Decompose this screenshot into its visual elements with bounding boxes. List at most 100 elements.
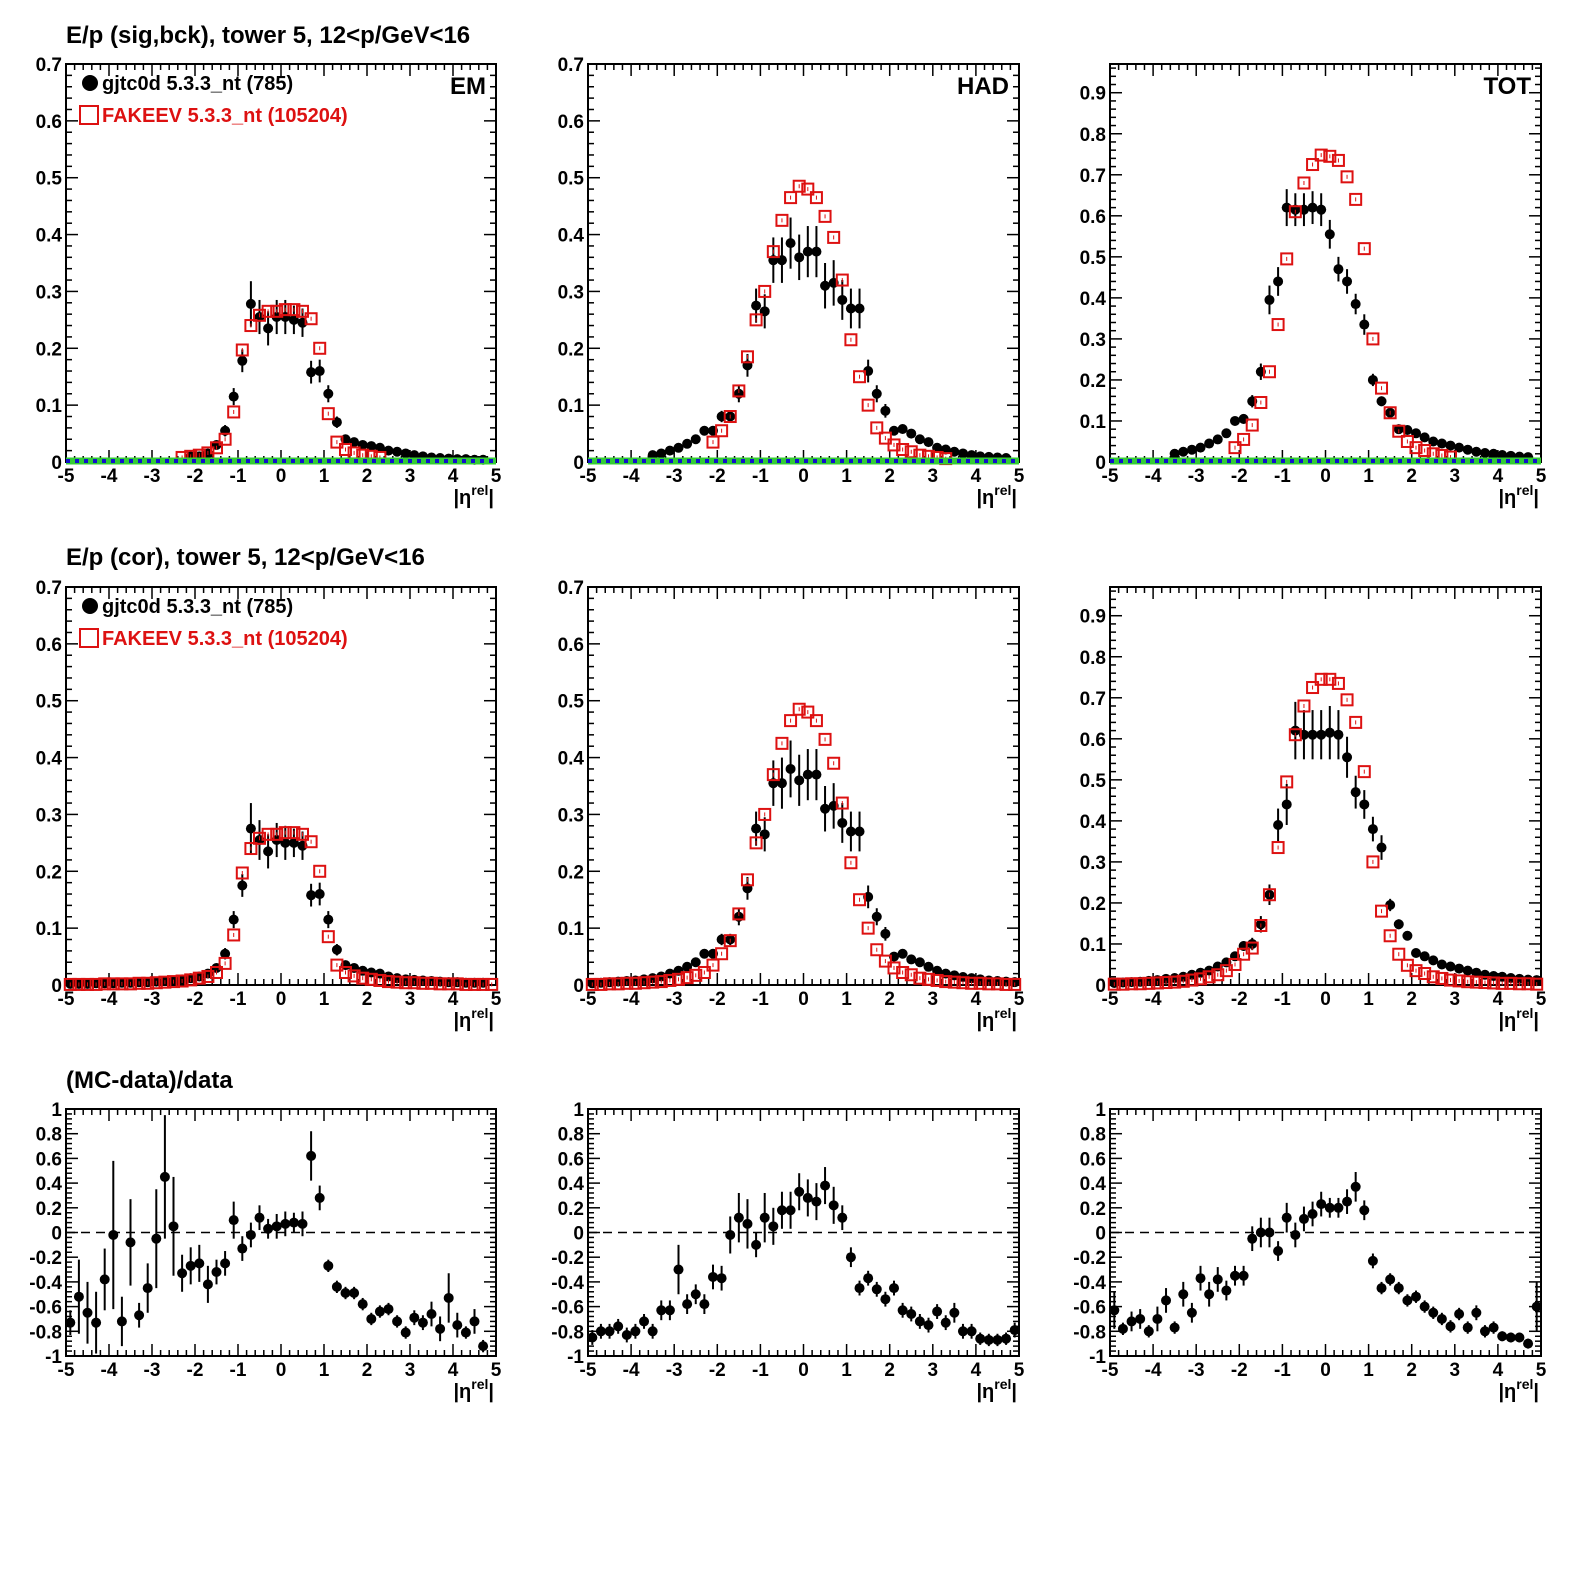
data-point: [1376, 1283, 1387, 1294]
data-point: [426, 1309, 437, 1320]
data-point: [1229, 1270, 1240, 1281]
y-tick-label: -0.2: [29, 1248, 62, 1269]
mc-square-marker: [433, 977, 447, 991]
x-tick-label: 5: [1536, 1360, 1547, 1381]
data-point: [1135, 1313, 1146, 1324]
data-point: [699, 1299, 710, 1310]
data-point: [690, 434, 701, 445]
data-point: [1359, 799, 1370, 810]
x-axis-label: |ηrel|: [1498, 1005, 1539, 1032]
y-tick-label: 0.4: [558, 226, 585, 247]
mc-square-marker: [870, 421, 884, 435]
data-point: [306, 890, 317, 901]
data-point: [639, 1316, 650, 1327]
x-tick-label: -3: [1188, 466, 1205, 487]
data-point: [802, 1192, 813, 1203]
y-tick-label: 0.1: [36, 919, 63, 940]
mc-square-marker: [853, 893, 867, 907]
y-tick-label: 0.6: [1080, 730, 1106, 751]
panel-r2-c2: -5 -4 -3 -2 -1 0 1 2 3 4 5 -1 -0.8 -0.6 -0.4 -0.2 0 0.2 0.…: [1073, 1100, 1546, 1403]
x-tick-label: -2: [709, 989, 726, 1010]
mc-square-marker: [947, 975, 961, 989]
mc-square-marker: [124, 977, 137, 991]
data-point: [1411, 1291, 1422, 1302]
data-point: [940, 1317, 951, 1328]
data-point: [906, 954, 917, 965]
x-tick-label: -3: [666, 989, 683, 1010]
mc-square-marker: [89, 977, 103, 991]
mc-square-marker: [1228, 441, 1242, 455]
data-point: [1531, 1301, 1542, 1312]
mc-square-marker: [603, 977, 617, 991]
y-tick-label: 0.2: [36, 862, 62, 883]
mc-square-marker: [982, 977, 996, 991]
data-point: [673, 1264, 684, 1275]
data-point: [331, 944, 342, 955]
data-point: [202, 1279, 213, 1290]
data-point: [306, 367, 317, 378]
x-tick-label: 2: [362, 1360, 373, 1381]
data-point: [1402, 1295, 1413, 1306]
data-point: [1212, 1274, 1223, 1285]
data-point: [664, 445, 675, 456]
x-tick-label: -3: [666, 466, 683, 487]
data-point: [1307, 1208, 1318, 1219]
mc-square-marker: [149, 976, 163, 990]
mc-square-marker: [723, 410, 737, 424]
data-point: [845, 1252, 856, 1263]
data-point: [460, 1327, 471, 1338]
data-point: [1428, 436, 1439, 447]
y-tick-label: 0.7: [558, 578, 584, 599]
data-point: [1497, 1331, 1508, 1342]
x-axis-label: |ηrel|: [453, 1005, 494, 1032]
data-point: [690, 1289, 701, 1300]
x-tick-label: 5: [491, 1360, 502, 1381]
data-point: [992, 1334, 1003, 1345]
mc-square-marker: [689, 968, 703, 982]
data-point: [975, 1333, 986, 1344]
data-point: [957, 448, 968, 459]
y-tick-label: 0.6: [558, 1149, 584, 1170]
y-tick-label: 1: [51, 1100, 62, 1121]
x-tick-label: -4: [623, 989, 640, 1010]
y-tick-label: 0.7: [36, 578, 62, 599]
data-point: [897, 1305, 908, 1316]
y-tick-label: 0.9: [1080, 84, 1106, 105]
mc-square-marker: [244, 842, 258, 856]
data-point: [699, 425, 710, 436]
data-point: [1273, 1246, 1284, 1257]
data-point: [400, 448, 411, 459]
data-point: [1462, 1322, 1473, 1333]
data-point: [1186, 444, 1197, 455]
mc-square-marker: [1288, 205, 1302, 219]
data-point: [785, 238, 796, 249]
mc-square-marker: [1280, 775, 1294, 789]
data-point: [1324, 229, 1335, 240]
data-point: [647, 1326, 658, 1337]
plot-frame: [1109, 63, 1542, 463]
x-tick-label: -4: [101, 989, 118, 1010]
mc-square-marker: [1357, 242, 1371, 256]
data-point: [751, 1239, 762, 1250]
data-point: [811, 1196, 822, 1207]
mc-square-marker: [956, 976, 970, 990]
data-point: [1152, 1313, 1163, 1324]
y-tick-label: 0.4: [558, 749, 585, 770]
y-tick-label: 0.2: [558, 339, 584, 360]
x-tick-label: 3: [1450, 989, 1461, 1010]
x-tick-label: 3: [1450, 466, 1461, 487]
mc-square-marker: [1530, 977, 1544, 991]
x-tick-label: -5: [1102, 989, 1119, 1010]
data-point: [897, 424, 908, 435]
panel-r2-c0: -5 -4 -3 -2 -1 0 1 2 3 4 5 -1 -0.8 -0.6 -0.4 -0.2 0 0.2 0.…: [29, 1100, 501, 1403]
mc-square-marker: [1418, 444, 1432, 458]
data-point: [237, 1243, 248, 1254]
data-point: [1307, 729, 1318, 740]
x-tick-label: -5: [580, 989, 597, 1010]
mc-square-marker: [1008, 977, 1022, 991]
y-tick-label: -0.6: [1073, 1298, 1106, 1319]
y-tick-label: -0.4: [29, 1273, 62, 1294]
data-point: [323, 388, 334, 399]
data-point: [116, 1316, 127, 1327]
data-point: [1281, 1212, 1292, 1223]
